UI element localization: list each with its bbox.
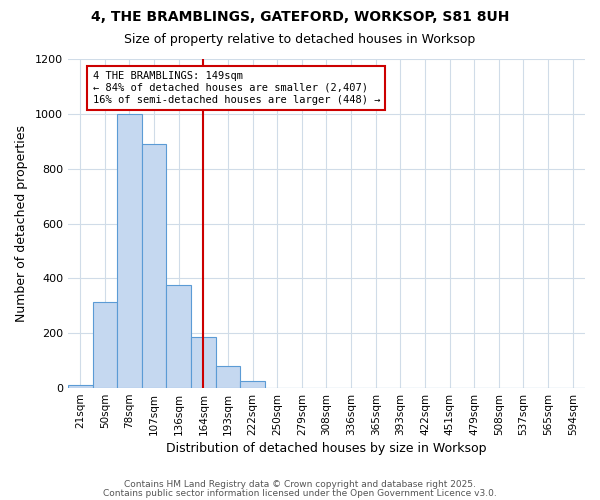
- Bar: [142, 144, 166, 388]
- Text: Size of property relative to detached houses in Worksop: Size of property relative to detached ho…: [124, 32, 476, 46]
- Bar: [68, 386, 92, 388]
- Text: Contains HM Land Registry data © Crown copyright and database right 2025.: Contains HM Land Registry data © Crown c…: [124, 480, 476, 489]
- X-axis label: Distribution of detached houses by size in Worksop: Distribution of detached houses by size …: [166, 442, 487, 455]
- Text: 4, THE BRAMBLINGS, GATEFORD, WORKSOP, S81 8UH: 4, THE BRAMBLINGS, GATEFORD, WORKSOP, S8…: [91, 10, 509, 24]
- Bar: [215, 366, 240, 388]
- Bar: [117, 114, 142, 388]
- Bar: [191, 338, 215, 388]
- Text: 4 THE BRAMBLINGS: 149sqm
← 84% of detached houses are smaller (2,407)
16% of sem: 4 THE BRAMBLINGS: 149sqm ← 84% of detach…: [92, 72, 380, 104]
- Bar: [166, 285, 191, 388]
- Bar: [240, 381, 265, 388]
- Bar: [92, 302, 117, 388]
- Text: Contains public sector information licensed under the Open Government Licence v3: Contains public sector information licen…: [103, 488, 497, 498]
- Y-axis label: Number of detached properties: Number of detached properties: [15, 125, 28, 322]
